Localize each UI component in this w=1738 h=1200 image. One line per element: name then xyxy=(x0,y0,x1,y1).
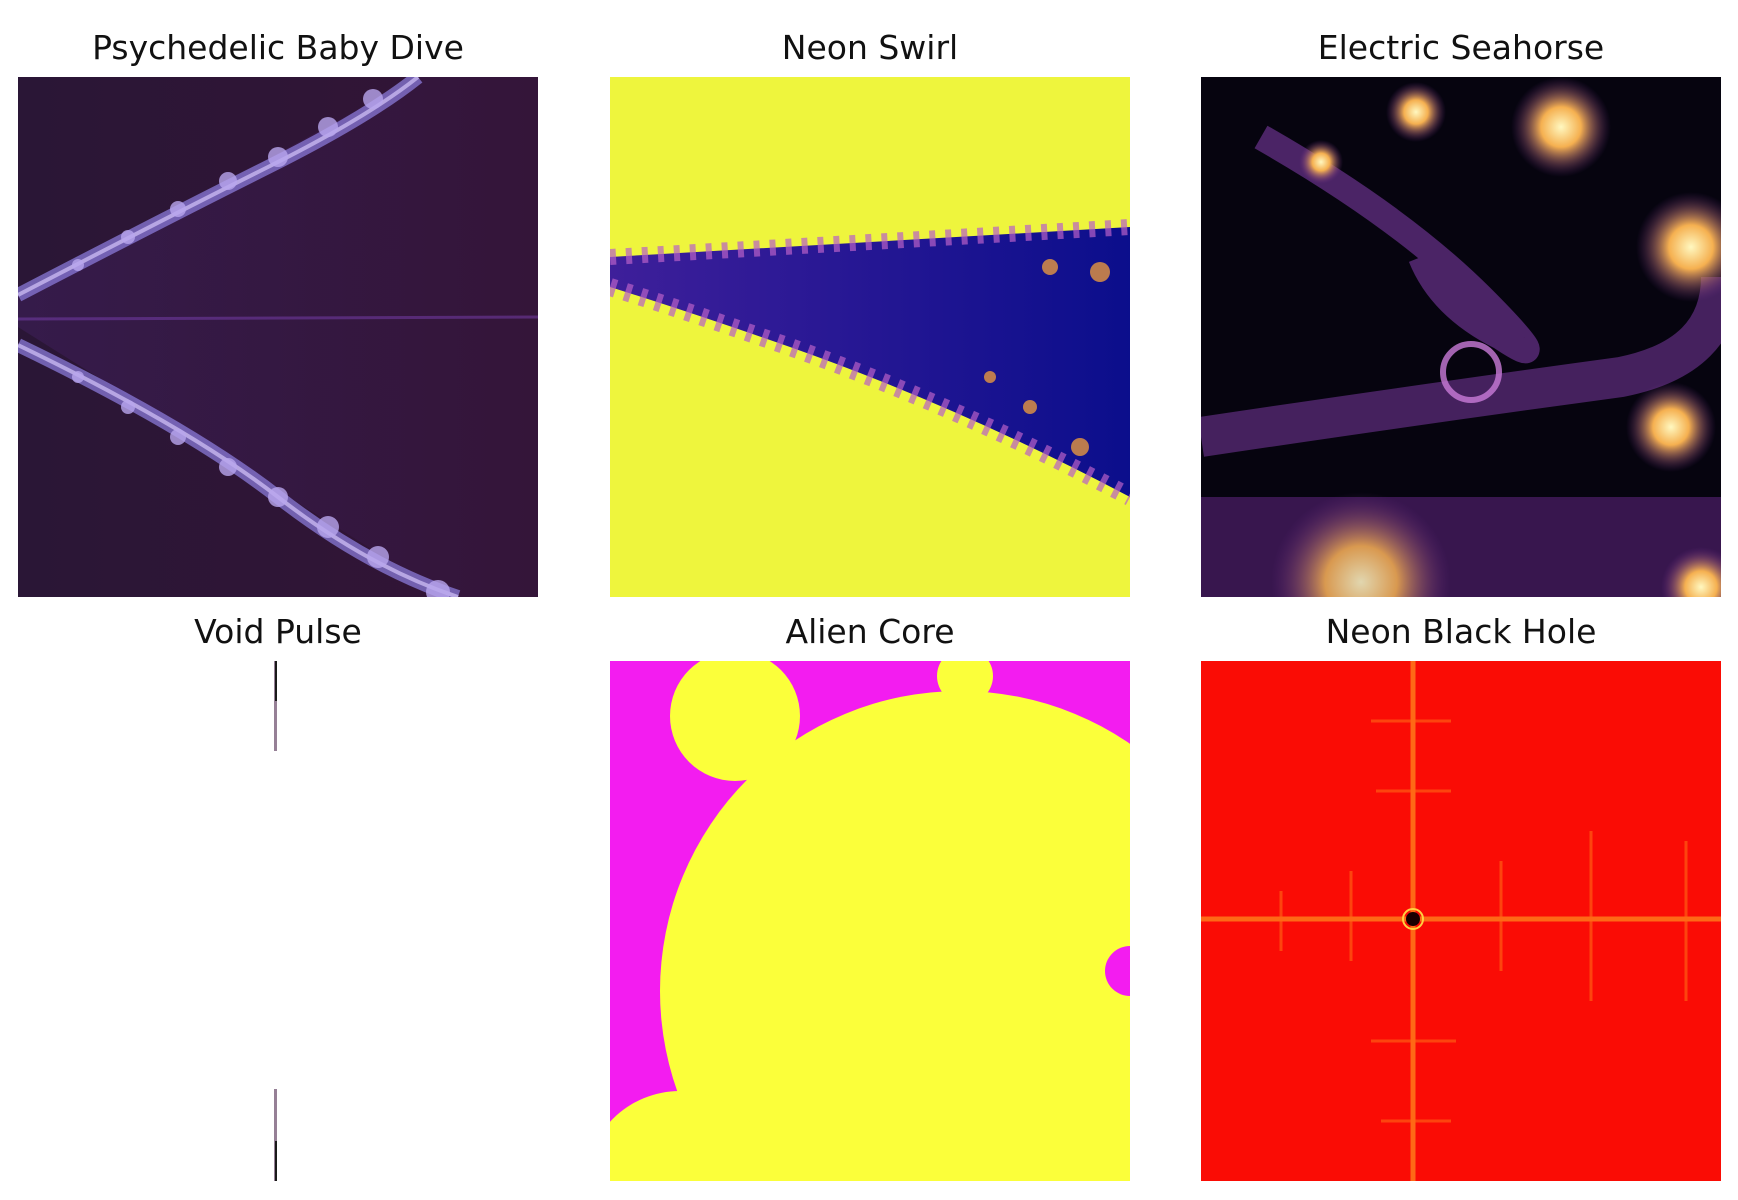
fractal-image-neon-black-hole xyxy=(1201,661,1721,1181)
panel-title-neon-black-hole: Neon Black Hole xyxy=(1325,612,1597,651)
fractal-image-void-pulse xyxy=(18,661,538,1181)
fractal-image-alien-core xyxy=(610,661,1130,1181)
panel-title-electric-seahorse: Electric Seahorse xyxy=(1317,28,1605,67)
panel-title-psychedelic-baby-dive: Psychedelic Baby Dive xyxy=(92,28,464,67)
panel-title-void-pulse: Void Pulse xyxy=(194,612,362,651)
panel-title-neon-swirl: Neon Swirl xyxy=(781,28,959,67)
fractal-image-electric-seahorse xyxy=(1201,77,1721,597)
fractal-image-psychedelic-baby-dive xyxy=(18,77,538,597)
panel-title-alien-core: Alien Core xyxy=(785,612,955,651)
fractal-image-neon-swirl xyxy=(610,77,1130,597)
